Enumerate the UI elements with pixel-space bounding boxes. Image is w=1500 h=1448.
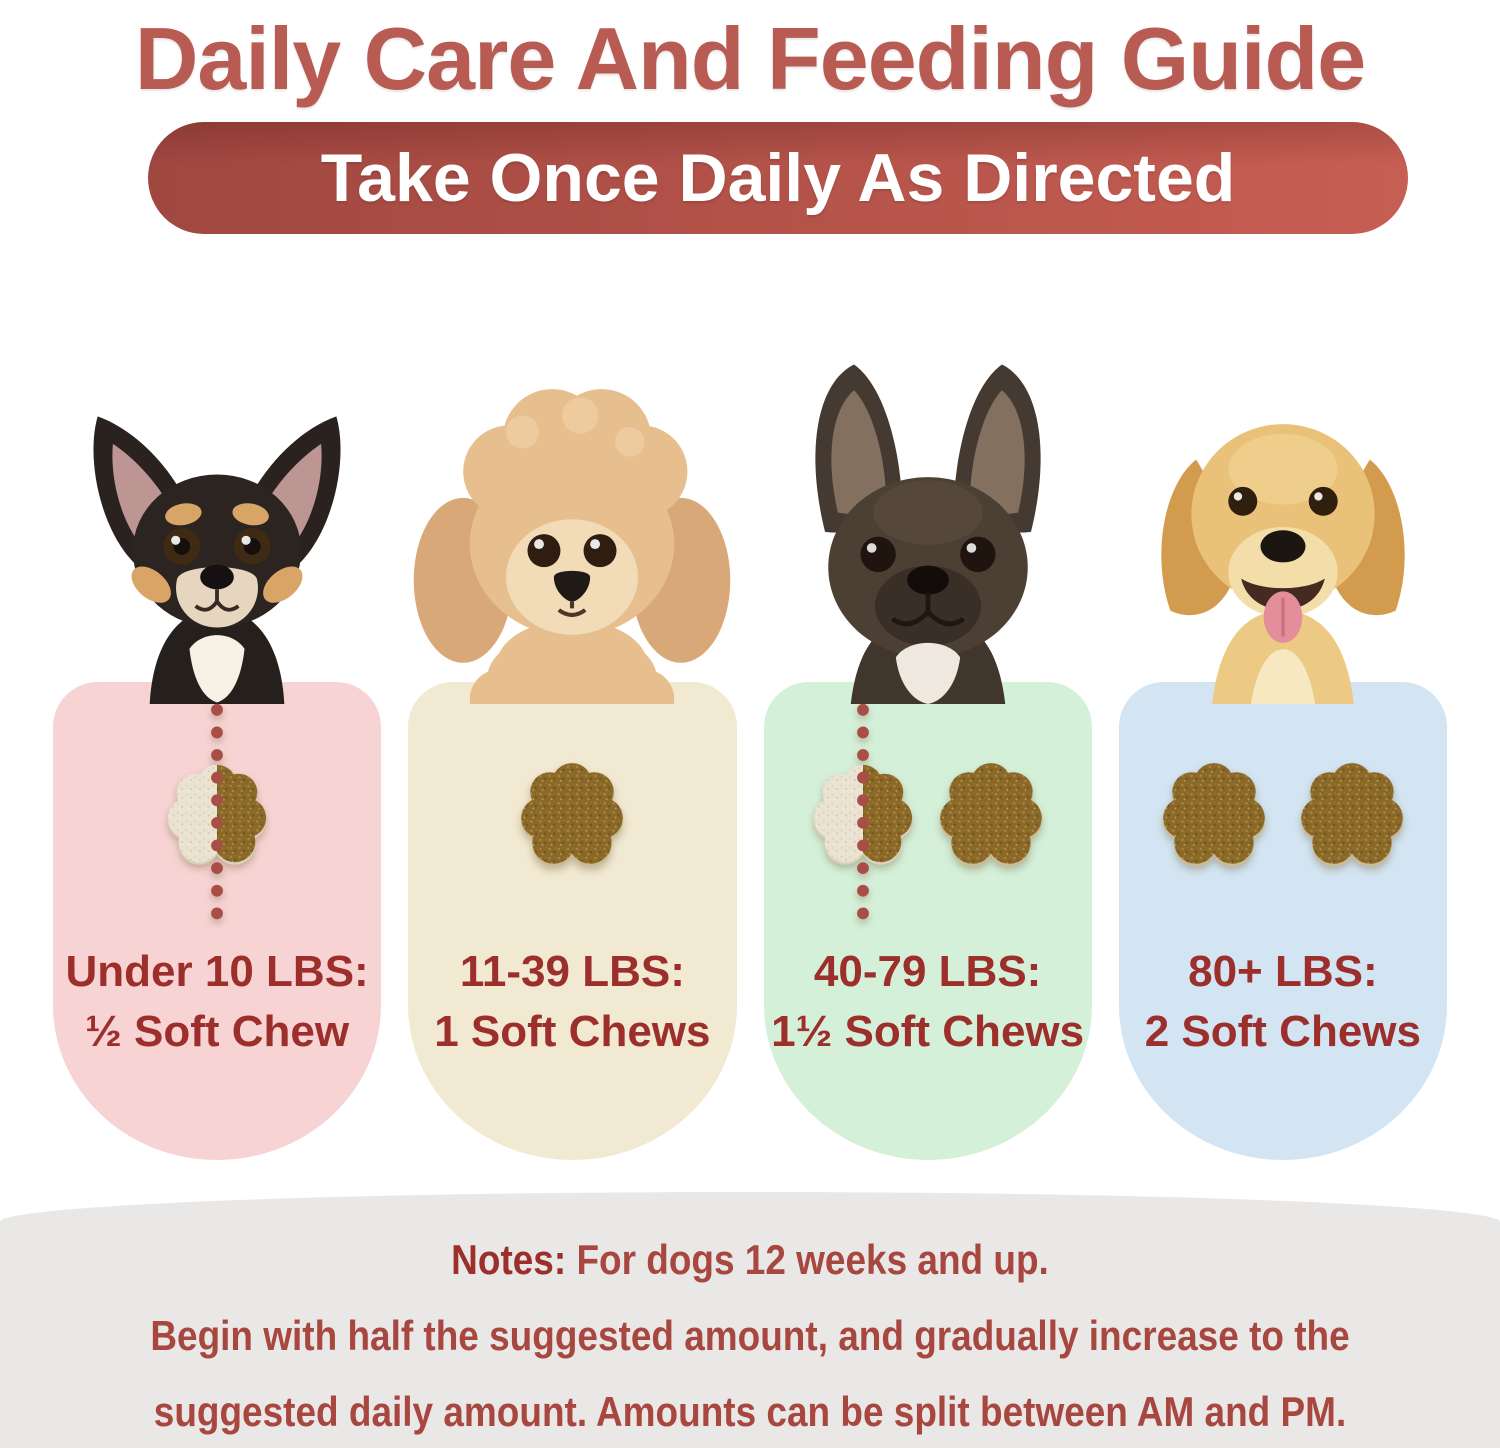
card-11-39-lbs: 11-39 LBS: 1 Soft Chews [408, 389, 737, 1160]
notes-text: Notes: For dogs 12 weeks and up. Begin w… [90, 1192, 1410, 1448]
half-soft-chew-icon [167, 703, 267, 920]
soft-chew-icon [1301, 763, 1403, 867]
notes-line-1: Notes: For dogs 12 weeks and up. [451, 1236, 1049, 1283]
dog-photo-golden-retriever [1122, 334, 1444, 704]
dose-label: 2 Soft Chews [1144, 1007, 1422, 1056]
page-title: Daily Care And Feeding Guide [134, 9, 1366, 108]
card-40-79-lbs: 40-79 LBS: 1½ Soft Chews [763, 364, 1092, 1160]
dog-photo-french-bulldog [767, 342, 1089, 704]
dose-label: ½ Soft Chew [85, 1007, 350, 1056]
soft-chew-icon [939, 763, 1042, 867]
card-labels: 80+ LBS: 2 Soft Chews [1119, 942, 1447, 1062]
dosage-banner-text: Take Once Daily As Directed [320, 140, 1236, 216]
chew-graphic-area [408, 696, 736, 936]
weight-label: 11-39 LBS: [459, 947, 685, 996]
notes-label: Notes: [451, 1236, 567, 1283]
dosage-banner: Take Once Daily As Directed [148, 122, 1408, 234]
poodle-illustration [414, 389, 731, 736]
card-labels: 40-79 LBS: 1½ Soft Chews [764, 942, 1092, 1062]
half-divider-dots [856, 703, 869, 920]
french-bulldog-illustration [815, 364, 1041, 704]
dog-photo-poodle [407, 366, 737, 736]
notes-line-2: Begin with half the suggested amount, an… [150, 1312, 1350, 1359]
golden-retriever-illustration [1161, 424, 1405, 704]
dose-label: 1½ Soft Chews [771, 1007, 1085, 1056]
soft-chew-icon [521, 763, 624, 867]
dose-label: 1 Soft Chews [434, 1007, 711, 1056]
chew-graphic-area [53, 696, 381, 936]
weight-label: 80+ LBS: [1188, 947, 1378, 996]
card-under-10-lbs: Under 10 LBS: ½ Soft Chew [53, 416, 382, 1160]
card-labels: 11-39 LBS: 1 Soft Chews [408, 942, 736, 1062]
half-divider-dots [211, 703, 224, 920]
soft-chew-icon [1163, 763, 1265, 867]
half-soft-chew-icon [813, 703, 912, 920]
chew-graphic-area [1119, 696, 1447, 936]
card-labels: Under 10 LBS: ½ Soft Chew [53, 942, 381, 1062]
weight-cards-row: Under 10 LBS: ½ Soft Chew [53, 364, 1447, 1160]
card-80-plus-lbs: 80+ LBS: 2 Soft Chews [1118, 424, 1447, 1160]
dog-photo-chihuahua [64, 398, 370, 704]
notes-section: Notes: For dogs 12 weeks and up. Begin w… [0, 1192, 1500, 1448]
weight-label: 40-79 LBS: [813, 947, 1042, 996]
chew-graphic-area [764, 696, 1092, 936]
chihuahua-illustration [93, 416, 341, 704]
weight-label: Under 10 LBS: [65, 947, 369, 996]
notes-line-3: suggested daily amount. Amounts can be s… [153, 1388, 1347, 1435]
